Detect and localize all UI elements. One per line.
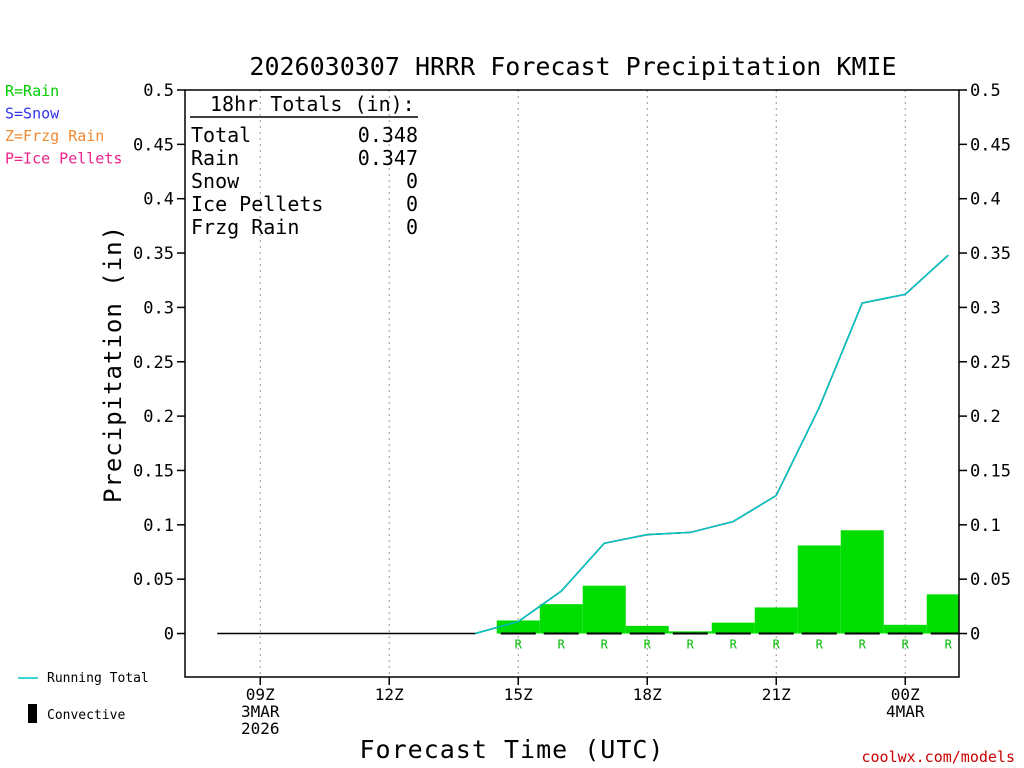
ptype-marker: R [773, 638, 781, 652]
ptype-legend-item: P=Ice Pellets [5, 150, 122, 168]
x-tick-label: 09Z [246, 685, 275, 704]
y-tick-label: 0.2 [143, 407, 174, 427]
y-tick-label: 0.5 [143, 81, 174, 101]
x-tick-label: 21Z [762, 685, 791, 704]
y-tick-label: 0.4 [970, 190, 1001, 210]
y-tick-label: 0.15 [970, 461, 1011, 481]
running-total-legend-label: Running Total [47, 671, 149, 686]
x-tick-label: 2026 [241, 719, 280, 738]
y-axis-label: Precipitation (in) [99, 225, 127, 503]
precip-bar [496, 620, 540, 634]
y-axis-left: 0 0.05 0.1 0.15 0.2 0.25 0.3 0.35 0.4 0.45 0.5 [133, 81, 185, 645]
totals-row-value: 0 [406, 169, 418, 193]
ptype-marker: R [730, 638, 738, 652]
totals-row-label: Snow [191, 169, 240, 193]
ptype-marker: R [902, 638, 910, 652]
x-axis-label: Forecast Time (UTC) [360, 735, 665, 764]
x-tick-label: 00Z [891, 685, 920, 704]
precip-bar [711, 622, 755, 634]
y-axis-right: 0 0.05 0.1 0.15 0.2 0.25 0.3 0.35 0.4 0.45 0.5 [959, 81, 1011, 645]
totals-row-label: Total [191, 123, 251, 147]
x-tick-label: 15Z [504, 685, 533, 704]
ptype-marker: R [515, 638, 523, 652]
totals-row-label: Frzg Rain [191, 215, 299, 239]
ptype-legend-item: Z=Frzg Rain [5, 127, 104, 145]
y-tick-label: 0.1 [143, 516, 174, 536]
precip-bar [754, 607, 798, 634]
precip-bars [496, 530, 959, 634]
series-legend: Running Total Convective [18, 671, 149, 723]
x-tick-label: 18Z [633, 685, 662, 704]
totals-box: 18hr Totals (in): Total 0.348 Rain 0.347 Snow… [190, 92, 418, 239]
x-tick-label: 3MAR [241, 702, 280, 721]
y-tick-label: 0.45 [970, 135, 1011, 155]
ptype-marker: R [558, 638, 566, 652]
y-tick-label: 0 [164, 625, 174, 645]
precip-bar [668, 631, 712, 634]
x-tick-label: 4MAR [886, 702, 925, 721]
totals-row-value: 0.347 [358, 146, 418, 170]
totals-heading: 18hr Totals (in): [210, 92, 415, 116]
totals-row-value: 0.348 [358, 123, 418, 147]
running-total-line-group [217, 254, 949, 635]
credit-text: coolwx.com/models [861, 748, 1015, 766]
ptype-marker: R [687, 638, 695, 652]
plot-frame [184, 89, 960, 678]
precip-bar [625, 625, 669, 634]
precip-bar [883, 624, 927, 634]
y-tick-label: 0.3 [143, 298, 174, 318]
totals-row-label: Ice Pellets [191, 192, 323, 216]
y-tick-label: 0.5 [970, 81, 1001, 101]
y-tick-label: 0.25 [970, 353, 1011, 373]
y-tick-label: 0.05 [133, 570, 174, 590]
y-tick-label: 0.45 [133, 135, 174, 155]
ptype-legend: R=Rain S=Snow Z=Frzg Rain P=Ice Pellets [5, 82, 122, 168]
totals-row-label: Rain [191, 146, 239, 170]
y-tick-label: 0.05 [970, 570, 1011, 590]
precip-bar [926, 594, 959, 634]
convective-legend-label: Convective [47, 708, 125, 723]
totals-row-value: 0 [406, 215, 418, 239]
precip-bar [582, 585, 626, 634]
ptype-marker: R [859, 638, 867, 652]
y-tick-label: 0.25 [133, 353, 174, 373]
ptype-legend-item: S=Snow [5, 105, 60, 123]
totals-row-value: 0 [406, 192, 418, 216]
y-tick-label: 0.2 [970, 407, 1001, 427]
ptype-marker: R [816, 638, 824, 652]
x-tick-label: 12Z [375, 685, 404, 704]
ptype-marker: R [644, 638, 652, 652]
grid-lines [259, 90, 906, 677]
precip-bar [797, 545, 841, 634]
y-tick-label: 0.4 [143, 190, 174, 210]
y-tick-label: 0.15 [133, 461, 174, 481]
chart-title: 2026030307 HRRR Forecast Precipitation K… [249, 52, 896, 81]
convective-swatch [28, 704, 37, 723]
running-total-line [475, 254, 949, 635]
y-tick-label: 0 [970, 625, 980, 645]
ptype-legend-item: R=Rain [5, 82, 59, 100]
y-tick-label: 0.3 [970, 298, 1001, 318]
precip-bar [840, 530, 884, 634]
ptype-marker: R [945, 638, 953, 652]
ptype-marker: R [601, 638, 609, 652]
y-tick-label: 0.35 [970, 244, 1011, 264]
y-tick-label: 0.1 [970, 516, 1001, 536]
y-tick-label: 0.35 [133, 244, 174, 264]
precip-bar [539, 604, 583, 634]
